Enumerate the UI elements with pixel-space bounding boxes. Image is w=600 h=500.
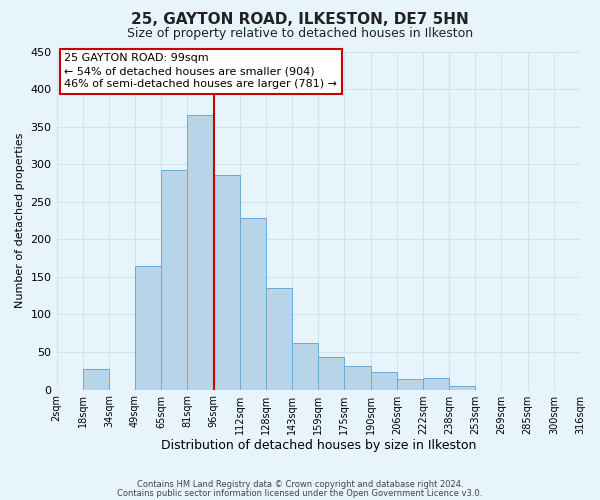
Bar <box>161 170 187 390</box>
Bar <box>83 368 109 390</box>
Y-axis label: Number of detached properties: Number of detached properties <box>15 133 25 308</box>
Bar <box>292 343 318 390</box>
Bar <box>318 358 344 390</box>
Bar <box>423 378 449 390</box>
Bar <box>344 366 371 390</box>
Bar <box>371 372 397 390</box>
Text: 25 GAYTON ROAD: 99sqm
← 54% of detached houses are smaller (904)
46% of semi-det: 25 GAYTON ROAD: 99sqm ← 54% of detached … <box>64 53 337 90</box>
Bar <box>187 116 214 390</box>
Text: 25, GAYTON ROAD, ILKESTON, DE7 5HN: 25, GAYTON ROAD, ILKESTON, DE7 5HN <box>131 12 469 28</box>
Bar <box>135 266 161 390</box>
Bar <box>449 386 475 390</box>
Bar <box>397 379 423 390</box>
Bar <box>240 218 266 390</box>
Bar <box>214 176 240 390</box>
Bar <box>266 288 292 390</box>
Text: Size of property relative to detached houses in Ilkeston: Size of property relative to detached ho… <box>127 28 473 40</box>
Text: Contains public sector information licensed under the Open Government Licence v3: Contains public sector information licen… <box>118 488 482 498</box>
X-axis label: Distribution of detached houses by size in Ilkeston: Distribution of detached houses by size … <box>161 440 476 452</box>
Text: Contains HM Land Registry data © Crown copyright and database right 2024.: Contains HM Land Registry data © Crown c… <box>137 480 463 489</box>
